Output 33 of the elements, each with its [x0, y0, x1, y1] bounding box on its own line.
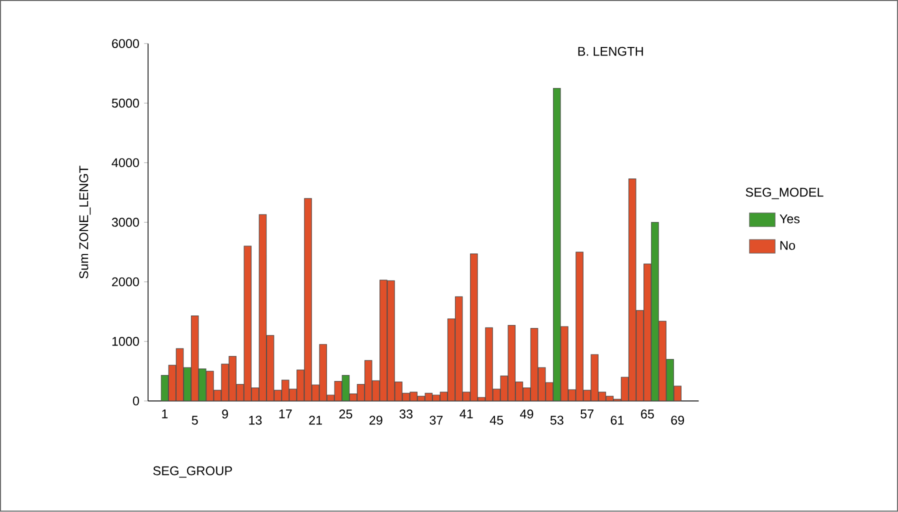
y-tick-label: 6000 — [112, 39, 139, 48]
x-tick-label: 69 — [671, 416, 684, 425]
x-tick-label: 9 — [222, 410, 228, 419]
chart-title: B. LENGTH — [578, 47, 643, 56]
x-tick-label: 65 — [641, 410, 654, 419]
x-tick-label: 25 — [339, 410, 352, 419]
y-tick-label: 3000 — [112, 218, 139, 227]
y-tick-label: 4000 — [112, 158, 139, 168]
x-tick-label: 13 — [249, 416, 262, 425]
x-tick-label: 33 — [400, 410, 413, 419]
legend-label: Yes — [780, 214, 800, 224]
x-tick-label: 41 — [460, 410, 473, 418]
bar — [190, 316, 199, 402]
x-tick-label: 53 — [550, 416, 564, 425]
bar — [658, 321, 666, 402]
x-tick-label: 37 — [430, 416, 443, 425]
y-tick-label: 2000 — [112, 278, 139, 286]
y-axis-title: Sum ZONE_LENGT — [79, 166, 91, 279]
x-tick-label: 45 — [490, 416, 504, 425]
x-tick-label: 21 — [309, 416, 322, 425]
x-tick-label: 17 — [279, 410, 292, 418]
y-tick-label: 1000 — [112, 337, 139, 346]
x-tick-label: 1 — [162, 410, 168, 418]
x-tick-label: 49 — [520, 410, 534, 419]
x-tick-label: 57 — [580, 410, 594, 419]
legend-label: No — [780, 241, 796, 250]
legend-title: SEG_MODEL — [746, 188, 824, 200]
y-tick-label: 0 — [132, 396, 140, 406]
x-tick-label: 61 — [610, 416, 624, 425]
x-tick-label: 5 — [192, 416, 198, 425]
x-tick-label: 29 — [370, 416, 382, 425]
x-axis-title: SEG_GROUP — [153, 466, 232, 478]
y-tick-label: 5000 — [112, 98, 139, 108]
